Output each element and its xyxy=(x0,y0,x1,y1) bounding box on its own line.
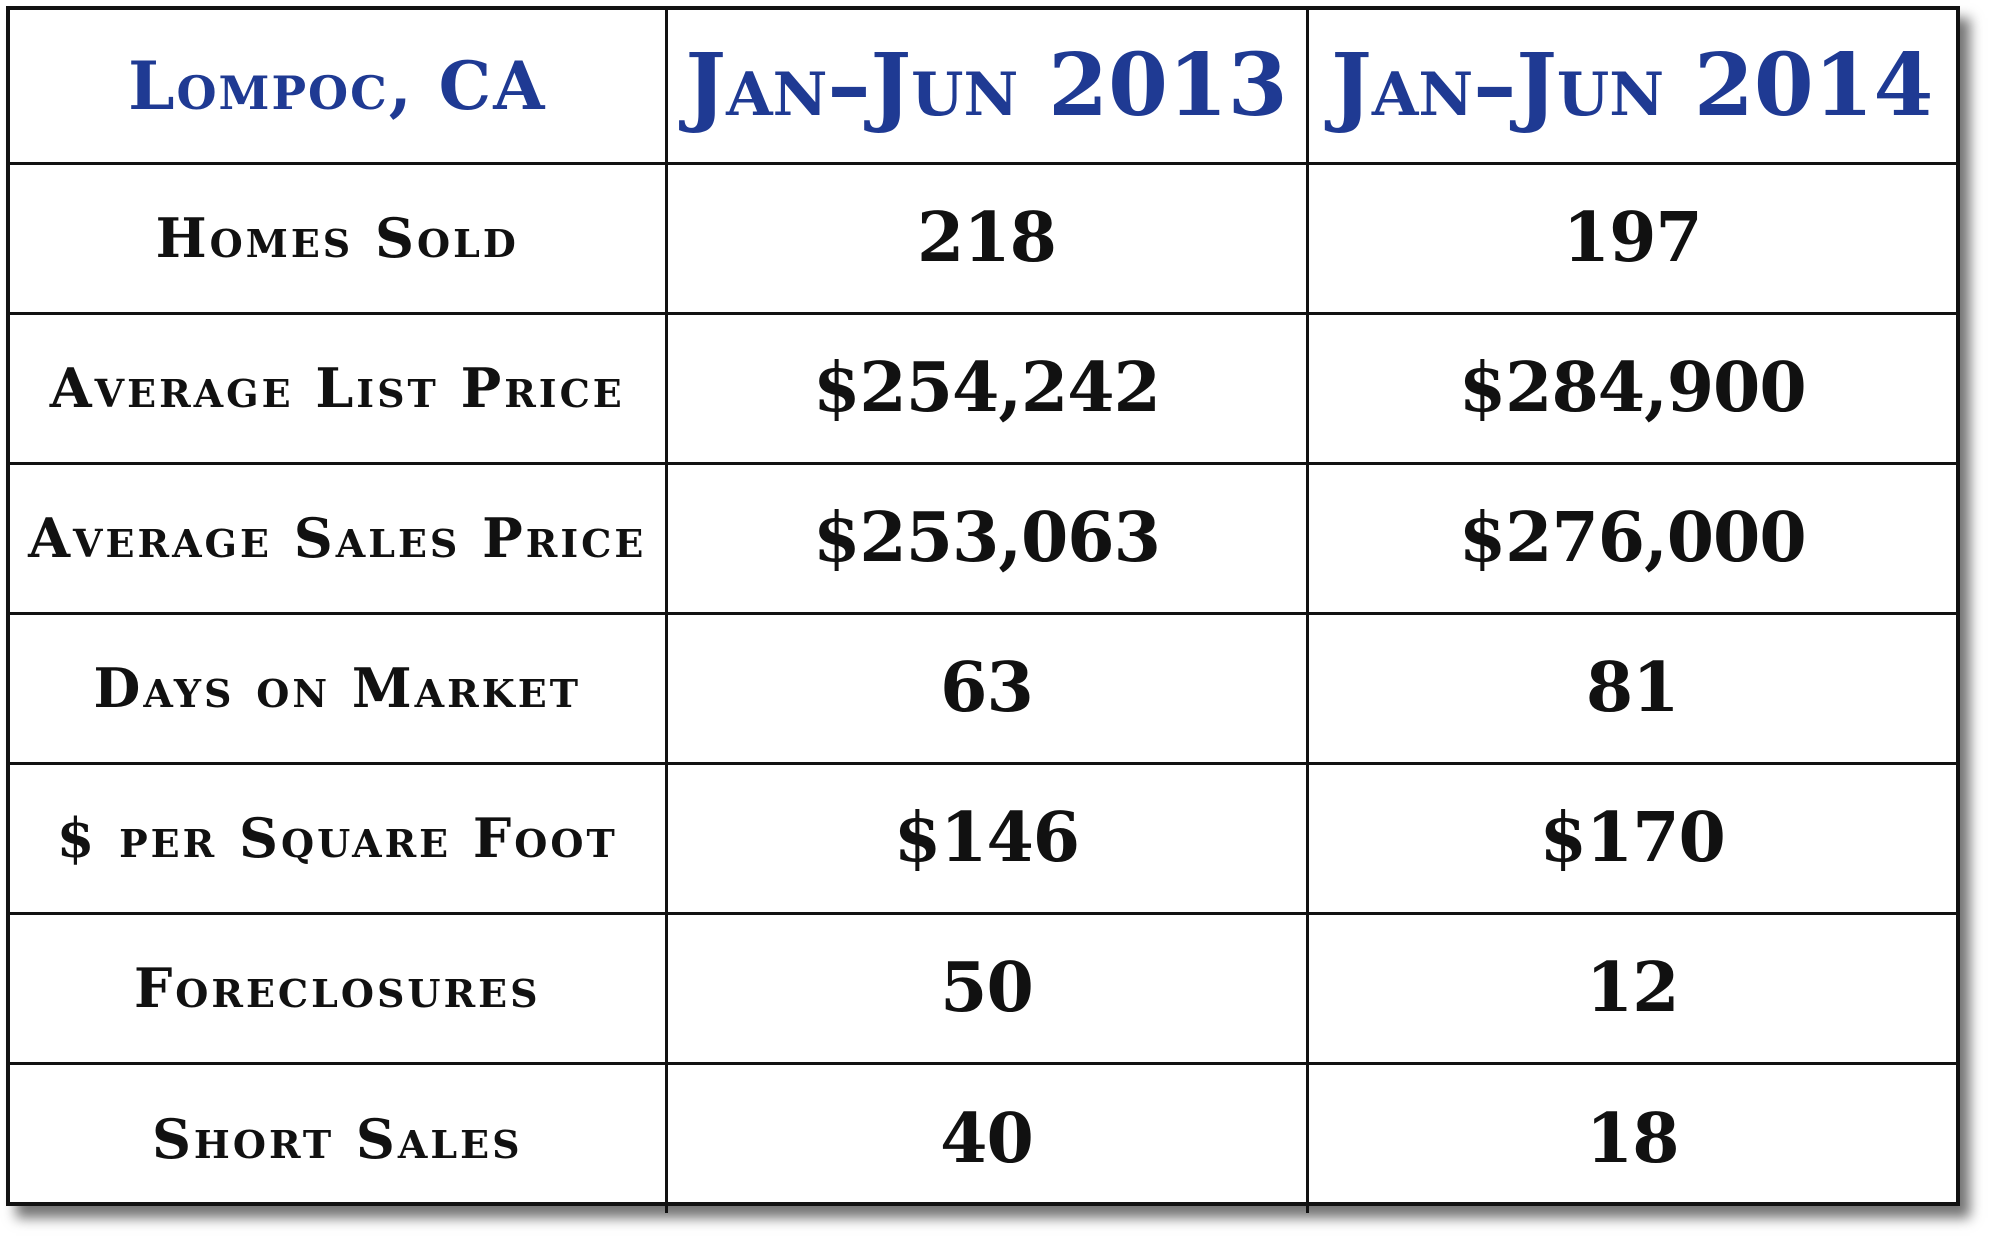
row-label: Foreclosures xyxy=(133,956,541,1020)
value-cell-2014: 197 xyxy=(1305,163,1956,315)
value-cell-2014: 18 xyxy=(1305,1061,1956,1213)
table-row: Average Sales Price $253,063 $276,000 xyxy=(10,461,1956,615)
cell-value: 218 xyxy=(917,198,1057,278)
period-label-2013: Jan–Jun 2013 xyxy=(685,35,1288,137)
table-row: Short Sales 40 18 xyxy=(10,1061,1956,1213)
cell-value: $254,242 xyxy=(813,348,1161,428)
cell-value: 40 xyxy=(940,1098,1034,1179)
market-stats-table: Lompoc, CA Jan–Jun 2013 Jan–Jun 2014 Hom… xyxy=(10,10,1956,1213)
value-cell-2013: $146 xyxy=(664,761,1309,915)
location-label: Lompoc, CA xyxy=(128,46,547,125)
table-row: $ per Square Foot $146 $170 xyxy=(10,761,1956,915)
cell-value: 81 xyxy=(1585,648,1680,728)
row-label-cell: Average List Price xyxy=(10,311,668,465)
cell-value: $276,000 xyxy=(1458,498,1807,578)
table-row: Days on Market 63 81 xyxy=(10,611,1956,765)
table-row: Average List Price $254,242 $284,900 xyxy=(10,311,1956,465)
cell-value: 197 xyxy=(1562,198,1703,278)
row-label-cell: Days on Market xyxy=(10,611,668,765)
table-row: Foreclosures 50 12 xyxy=(10,911,1956,1065)
cell-value: $146 xyxy=(893,798,1080,878)
period-label-2014: Jan–Jun 2014 xyxy=(1331,35,1934,137)
value-cell-2014: $170 xyxy=(1305,761,1956,915)
row-label-cell: Foreclosures xyxy=(10,911,668,1065)
row-label-cell: Average Sales Price xyxy=(10,461,668,615)
value-cell-2013: 40 xyxy=(664,1061,1309,1213)
value-cell-2014: 81 xyxy=(1305,611,1956,765)
location-header: Lompoc, CA xyxy=(10,10,668,165)
value-cell-2013: $253,063 xyxy=(664,461,1309,615)
table-row: Homes Sold 218 197 xyxy=(10,163,1956,315)
value-cell-2013: 63 xyxy=(664,611,1309,765)
row-label-cell: Homes Sold xyxy=(10,163,668,315)
value-cell-2014: 12 xyxy=(1305,911,1956,1065)
row-label: Average List Price xyxy=(49,356,625,420)
row-label: Short Sales xyxy=(151,1106,523,1171)
value-cell-2014: $284,900 xyxy=(1305,311,1956,465)
cell-value: 63 xyxy=(940,648,1034,728)
value-cell-2014: $276,000 xyxy=(1305,461,1956,615)
cell-value: 18 xyxy=(1585,1098,1680,1179)
period-header-2014: Jan–Jun 2014 xyxy=(1305,10,1956,165)
comparison-table: Lompoc, CA Jan–Jun 2013 Jan–Jun 2014 Hom… xyxy=(6,6,1960,1213)
cell-value: $284,900 xyxy=(1458,348,1807,428)
cell-value: $170 xyxy=(1539,798,1726,878)
table-header-row: Lompoc, CA Jan–Jun 2013 Jan–Jun 2014 xyxy=(10,10,1956,165)
row-label-cell: $ per Square Foot xyxy=(10,761,668,915)
cell-value: $253,063 xyxy=(813,498,1161,578)
period-header-2013: Jan–Jun 2013 xyxy=(664,10,1309,165)
row-label: Average Sales Price xyxy=(28,506,647,570)
row-label: $ per Square Foot xyxy=(56,806,618,870)
row-label: Days on Market xyxy=(93,656,582,720)
row-label: Homes Sold xyxy=(155,206,519,270)
cell-value: 50 xyxy=(940,948,1034,1028)
row-label-cell: Short Sales xyxy=(10,1061,668,1213)
value-cell-2013: $254,242 xyxy=(664,311,1309,465)
cell-value: 12 xyxy=(1585,948,1680,1028)
value-cell-2013: 50 xyxy=(664,911,1309,1065)
value-cell-2013: 218 xyxy=(664,163,1309,315)
